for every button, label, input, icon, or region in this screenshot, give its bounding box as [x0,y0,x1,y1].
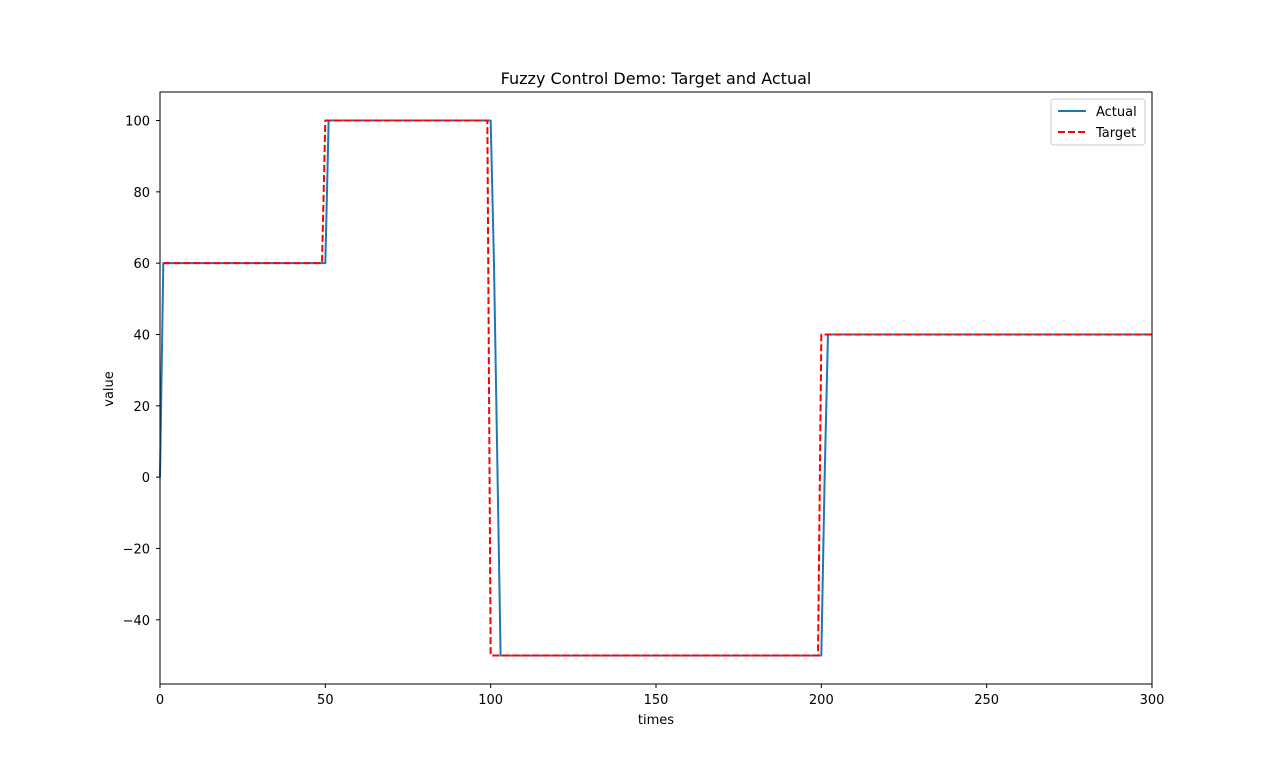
legend-label-target: Target [1095,126,1136,141]
series-line-target [163,119,1152,657]
chart-title: Fuzzy Control Demo: Target and Actual [501,69,812,88]
x-tick-label: 100 [478,693,503,708]
x-axis-label: times [638,713,674,728]
x-tick-label: 150 [644,693,669,708]
x-tick-label: 0 [156,693,164,708]
legend: Actual Target [1050,98,1146,146]
x-tick-label: 50 [317,693,334,708]
x-tick-label: 200 [809,693,834,708]
series-line-actual [159,119,1152,657]
y-tick-label: 100 [125,115,150,130]
y-tick-label: 0 [142,471,150,486]
y-axis-label: value [102,371,117,407]
legend-label-actual: Actual [1096,105,1137,120]
y-tick-label: 80 [133,186,150,201]
plot-frame [159,91,1153,685]
x-tick-label: 250 [974,693,999,708]
y-tick-label: 20 [133,400,150,415]
y-tick-label: −20 [123,542,150,557]
x-tick-label: 300 [1140,693,1165,708]
y-tick-label: −40 [123,614,150,629]
y-tick-label: 60 [133,257,150,272]
y-tick-label: 40 [133,329,150,344]
